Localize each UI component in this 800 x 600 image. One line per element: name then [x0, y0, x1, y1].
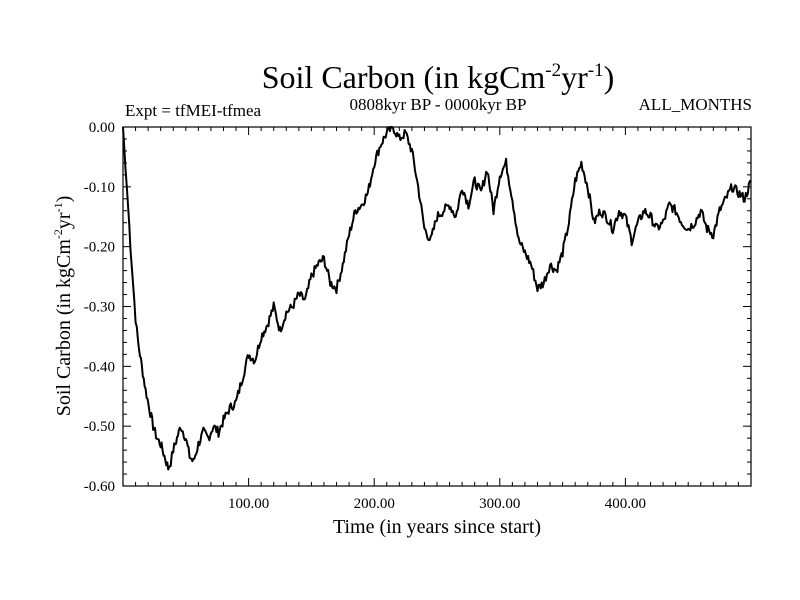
subtitle-time-range: 0808kyr BP - 0000kyr BP: [350, 95, 527, 114]
x-tick-label: 100.00: [228, 496, 269, 512]
chart-title-end: ): [604, 59, 615, 95]
y-tick-label: -0.30: [84, 300, 115, 316]
y-axis-label-main: Soil Carbon (in kgCm: [53, 239, 75, 417]
chart-title-exponent-2: -1: [588, 60, 604, 81]
y-tick-label: -0.60: [84, 479, 115, 495]
y-tick-label: -0.40: [84, 359, 115, 375]
x-axis-label: Time (in years since start): [333, 516, 541, 538]
y-axis-label-exponent-1: -2: [51, 229, 65, 239]
y-tick-label: -0.50: [84, 419, 115, 435]
x-tick-label: 400.00: [605, 496, 646, 512]
x-tick-label: 200.00: [354, 496, 395, 512]
y-tick-label: 0.00: [89, 120, 115, 136]
y-tick-label: -0.20: [84, 240, 115, 256]
chart-title-exponent-1: -2: [545, 60, 561, 81]
x-axis-ticks: [122, 127, 752, 486]
chart-title: Soil Carbon (in kgCm-2yr-1): [262, 59, 615, 95]
series-line-soil-carbon: [122, 126, 752, 471]
y-tick-label: -0.10: [84, 180, 115, 196]
months-label: ALL_MONTHS: [639, 95, 752, 114]
y-axis-label-end: ): [53, 196, 75, 203]
y-axis-label-mid: yr: [53, 212, 75, 229]
chart-title-main: Soil Carbon (in kgCm: [262, 59, 546, 95]
y-axis-ticks: [123, 126, 751, 487]
x-tick-label: 300.00: [479, 496, 520, 512]
y-axis-label-exponent-2: -1: [51, 202, 65, 212]
y-axis-label: Soil Carbon (in kgCm-2yr-1): [51, 196, 75, 417]
experiment-label: Expt = tfMEI-tfmea: [125, 101, 262, 120]
chart-title-mid: yr: [561, 59, 588, 95]
